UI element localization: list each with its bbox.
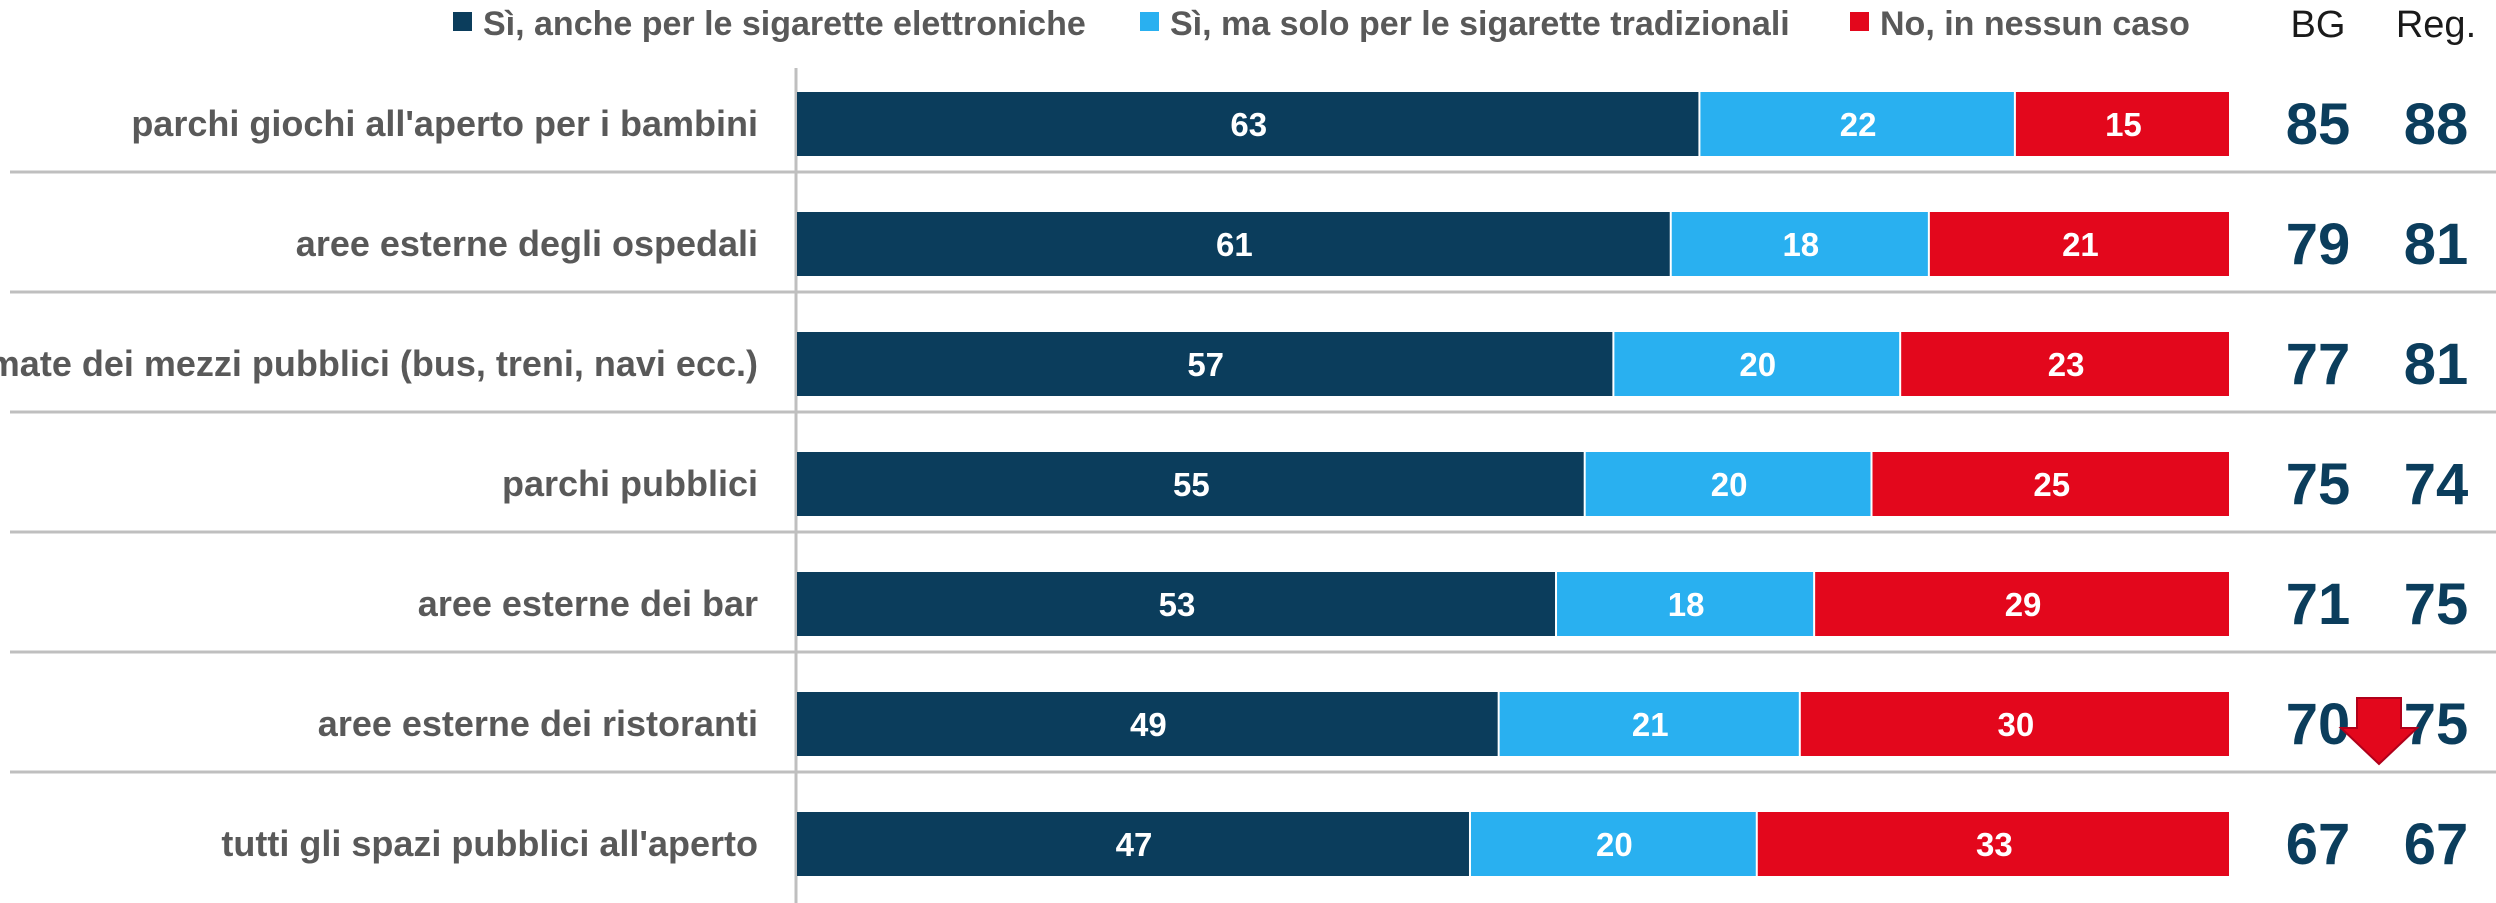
bar-value-label: 33 [1976,826,2013,863]
bar-segment [1499,692,1799,756]
bar-segment [1815,572,2229,636]
bar-segment [797,812,1469,876]
bar-segment [1800,692,2229,756]
bar-value-label: 55 [1173,466,1210,503]
reg-value: 75 [2404,692,2469,757]
bar-segment [1557,572,1814,636]
bg-value: 71 [2286,572,2351,637]
annotations [2338,697,2420,766]
bar-segment [797,572,1556,636]
legend-label: Sì, ma solo per le sigarette tradizional… [1170,5,1790,43]
chart-row: aree esterne dei bar 53 18 29 71 75 [418,572,2468,637]
bar-segment [1929,212,2229,276]
bar-value-label: 20 [1596,826,1633,863]
bar-segment [1872,452,2229,516]
bar-value-label: 21 [2062,226,2099,263]
chart-row: aree esterne degli ospedali 61 18 21 79 81 [296,212,2468,277]
bar-segment [797,212,1670,276]
bar-value-label: 25 [2033,466,2070,503]
bar-value-label: 29 [2005,586,2042,623]
bar-segment [1614,332,1900,396]
bar-segment [1470,812,1756,876]
bg-value: 85 [2286,92,2351,157]
reg-value: 81 [2404,212,2469,277]
category-label: aree esterne dei bar [418,583,758,624]
bar-value-label: 20 [1739,346,1776,383]
reg-value: 67 [2404,812,2469,877]
bar-segment [1700,92,2014,156]
category-label: parchi pubblici [502,463,758,504]
chart-row: parchi pubblici 55 20 25 75 74 [502,452,2468,517]
bar-segment [1585,452,1871,516]
legend-label: No, in nessun caso [1880,5,2190,43]
bar-value-label: 21 [1632,706,1669,743]
bar-segment [1901,332,2229,396]
bar-value-label: 30 [1998,706,2035,743]
legend-label: Sì, anche per le sigarette elettroniche [483,5,1086,43]
bar-value-label: 20 [1711,466,1748,503]
chart-row: parchi giochi all'aperto per i bambini 63… [131,92,2468,157]
reg-column-header: Reg. [2396,4,2476,46]
bar-value-label: 15 [2105,106,2142,143]
bg-value: 79 [2286,212,2351,277]
category-label: aree esterne dei ristoranti [318,703,758,744]
legend-swatch [1850,12,1869,31]
chart-row: fermate dei mezzi pubblici (bus, treni, … [0,332,2468,397]
bar-value-label: 47 [1116,826,1153,863]
bar-value-label: 23 [2048,346,2085,383]
bar-value-label: 61 [1216,226,1253,263]
category-label: aree esterne degli ospedali [296,223,758,264]
bg-column-header: BG [2291,4,2346,46]
bar-value-label: 18 [1782,226,1819,263]
reg-value: 74 [2404,452,2469,517]
bg-value: 77 [2286,332,2351,397]
bar-segment [797,452,1584,516]
category-label: parchi giochi all'aperto per i bambini [131,103,758,144]
reg-value: 81 [2404,332,2469,397]
category-label: fermate dei mezzi pubblici (bus, treni, … [0,343,758,384]
bar-segment [797,92,1699,156]
category-label: tutti gli spazi pubblici all'aperto [221,823,758,864]
bar-value-label: 57 [1187,346,1224,383]
legend-swatch [453,12,472,31]
reg-value: 75 [2404,572,2469,637]
bar-segment [2015,92,2229,156]
bar-value-label: 49 [1130,706,1167,743]
bar-value-label: 53 [1159,586,1196,623]
bar-segment [1671,212,1928,276]
legend-swatch [1140,12,1159,31]
bar-value-label: 18 [1668,586,1705,623]
bg-value: 75 [2286,452,2351,517]
bg-value: 67 [2286,812,2351,877]
down-arrow-icon [2338,697,2420,766]
bar-value-label: 22 [1840,106,1877,143]
reg-value: 88 [2404,92,2469,157]
bg-value: 70 [2286,692,2351,757]
bar-segment [797,692,1498,756]
legend: Sì, anche per le sigarette elettroniche S… [453,5,2190,43]
chart-row: aree esterne dei ristoranti 49 21 30 70 75 [318,692,2468,757]
bar-segment [797,332,1613,396]
chart-rows: parchi giochi all'aperto per i bambini 63… [0,92,2468,877]
row-separators [10,170,2496,774]
bar-segment [1757,812,2229,876]
bar-value-label: 63 [1230,106,1267,143]
chart-row: tutti gli spazi pubblici all'aperto 47 20 3… [221,812,2468,877]
